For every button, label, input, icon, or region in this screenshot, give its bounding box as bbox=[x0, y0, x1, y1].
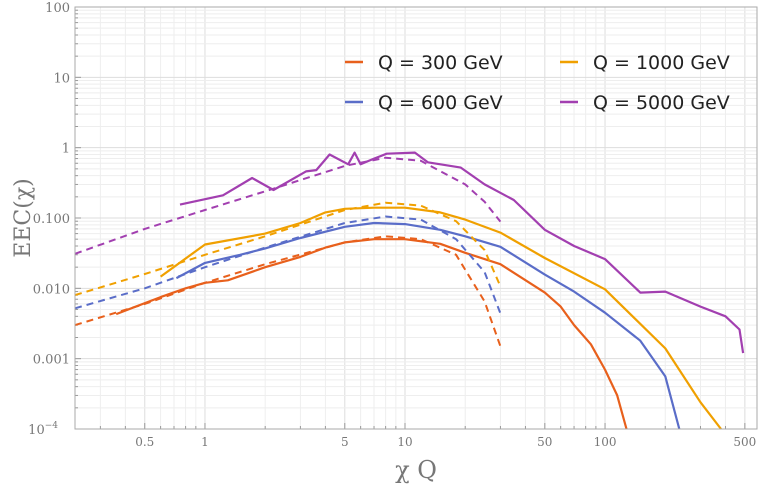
fit-line-5 bbox=[74, 215, 502, 314]
x-tick-label: 50 bbox=[537, 435, 552, 449]
y-tick-label: 0.001 bbox=[33, 353, 70, 368]
data-line-1 bbox=[175, 221, 681, 430]
fit-line-6 bbox=[74, 201, 502, 297]
y-tick-label: 1 bbox=[62, 142, 70, 157]
x-tick-label: 0.5 bbox=[135, 435, 154, 449]
y-tick-label: 10−4 bbox=[28, 421, 58, 438]
y-tick-label: 0.100 bbox=[33, 212, 70, 227]
legend-label: Q = 600 GeV bbox=[378, 92, 503, 114]
legend-label: Q = 1000 GeV bbox=[593, 52, 730, 74]
x-tick-label: 1 bbox=[201, 435, 209, 449]
legend: Q = 300 GeV Q = 1000 GeV Q = 600 GeV Q = 50… bbox=[345, 52, 730, 114]
x-axis-label: χ Q bbox=[395, 456, 437, 484]
data-line-0 bbox=[115, 238, 628, 430]
x-tick-label: 100 bbox=[594, 435, 617, 449]
data-line-2 bbox=[159, 206, 722, 430]
y-tick-label: 100 bbox=[45, 1, 70, 16]
series-group bbox=[74, 151, 745, 430]
x-tick-label: 500 bbox=[733, 435, 756, 449]
tick-labels: 0.5 1 5 10 50 100 500 100 10 1 0.100 0.010 0.001 10−4 bbox=[28, 1, 756, 449]
fit-line-7 bbox=[74, 156, 502, 255]
x-tick-label: 10 bbox=[397, 435, 412, 449]
legend-label: Q = 5000 GeV bbox=[593, 92, 730, 114]
fit-line-4 bbox=[74, 235, 502, 347]
y-axis-label: EEC(χ) bbox=[11, 178, 36, 257]
x-tick-label: 5 bbox=[341, 435, 349, 449]
plot-frame bbox=[74, 6, 758, 430]
y-tick-label: 0.010 bbox=[33, 282, 70, 297]
y-tick-label: 10 bbox=[53, 71, 70, 86]
data-line-3 bbox=[179, 151, 745, 354]
legend-label: Q = 300 GeV bbox=[378, 52, 503, 74]
